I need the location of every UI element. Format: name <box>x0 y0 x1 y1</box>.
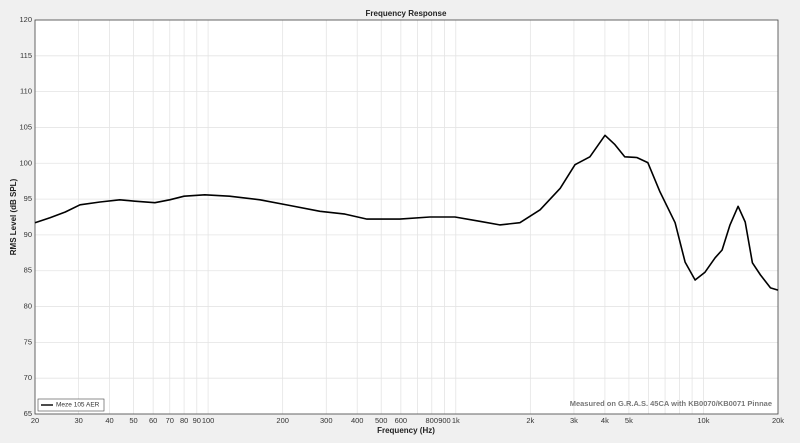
y-tick-label: 80 <box>24 302 32 311</box>
y-tick-label: 100 <box>19 158 32 167</box>
x-tick-label: 1k <box>452 416 460 425</box>
x-tick-label: 20 <box>31 416 39 425</box>
x-tick-label: 40 <box>105 416 113 425</box>
y-tick-label: 110 <box>20 87 32 96</box>
x-axis-label: Frequency (Hz) <box>377 426 435 435</box>
y-tick-label: 70 <box>24 373 32 382</box>
x-tick-label: 900 <box>438 416 451 425</box>
y-tick-label: 90 <box>24 230 32 239</box>
x-tick-label: 30 <box>74 416 82 425</box>
y-tick-label: 95 <box>24 194 32 203</box>
x-tick-label: 4k <box>601 416 609 425</box>
x-tick-label: 50 <box>129 416 137 425</box>
plot-area <box>35 20 778 414</box>
x-tick-label: 200 <box>276 416 289 425</box>
x-tick-label: 300 <box>320 416 333 425</box>
chart-title: Frequency Response <box>366 9 447 18</box>
y-tick-label: 75 <box>24 337 32 346</box>
y-tick-label: 115 <box>20 51 32 60</box>
x-tick-label: 20k <box>772 416 784 425</box>
x-tick-label: 90 <box>193 416 201 425</box>
y-axis-label: RMS Level (dB SPL) <box>9 178 18 255</box>
x-tick-label: 5k <box>625 416 633 425</box>
x-tick-label: 800 <box>426 416 439 425</box>
x-tick-label: 400 <box>351 416 364 425</box>
x-tick-label: 2k <box>526 416 534 425</box>
legend-box <box>37 398 105 412</box>
y-tick-label: 120 <box>19 15 32 24</box>
x-tick-label: 500 <box>375 416 388 425</box>
x-tick-label: 70 <box>166 416 174 425</box>
plot-border <box>34 19 779 415</box>
y-tick-label: 85 <box>24 266 32 275</box>
x-tick-label: 10k <box>697 416 709 425</box>
series-line <box>34 134 779 291</box>
y-tick-label: 65 <box>24 409 32 418</box>
legend-label: Meze 105 AER <box>56 402 100 409</box>
x-tick-label: 100 <box>202 416 215 425</box>
x-tick-label: 600 <box>395 416 408 425</box>
y-tick-label: 105 <box>19 122 32 131</box>
x-tick-label: 60 <box>149 416 157 425</box>
x-tick-label: 3k <box>570 416 578 425</box>
annotation: Measured on G.R.A.S. 45CA with KB0070/KB… <box>570 399 772 408</box>
x-tick-label: 80 <box>180 416 188 425</box>
